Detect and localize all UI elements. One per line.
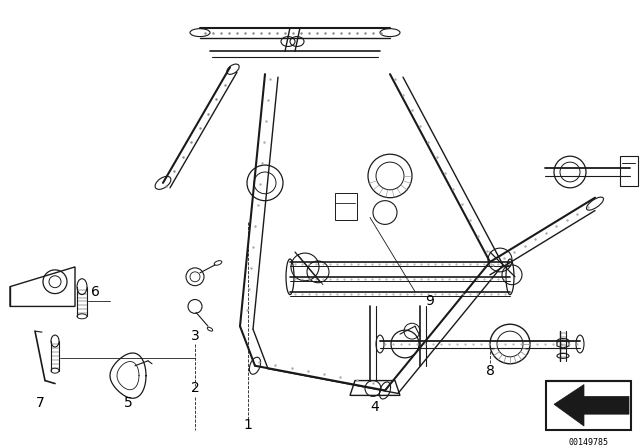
Text: 9: 9 [426, 294, 435, 309]
Polygon shape [554, 384, 629, 426]
Text: 2: 2 [191, 382, 200, 396]
Text: 4: 4 [371, 400, 380, 414]
Text: 7: 7 [36, 396, 44, 410]
Text: 3: 3 [191, 329, 200, 343]
Bar [546, 380, 631, 430]
Text: 00149785: 00149785 [568, 438, 609, 447]
Bar [620, 156, 638, 186]
Text: 5: 5 [124, 396, 132, 410]
Polygon shape [557, 340, 569, 348]
Text: 8: 8 [486, 364, 495, 378]
Text: 6: 6 [91, 284, 99, 299]
Text: 1: 1 [244, 418, 252, 432]
Bar [335, 193, 357, 220]
